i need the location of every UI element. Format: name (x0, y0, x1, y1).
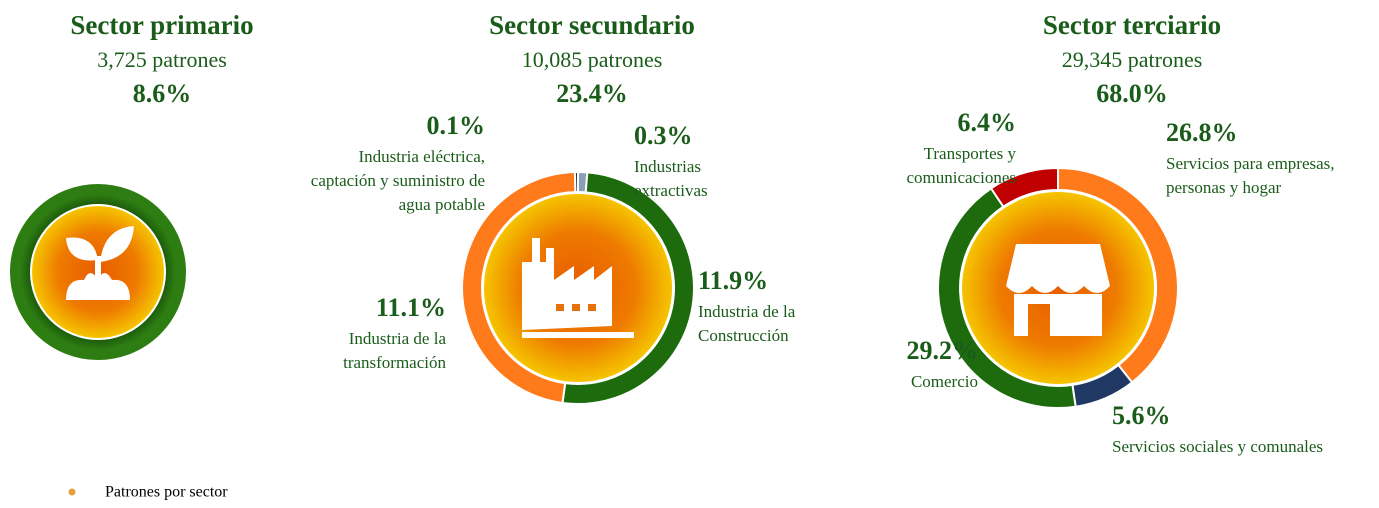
icon-shape (556, 304, 596, 311)
segment-label: Transportes y (924, 144, 1017, 163)
segment-percent: 5.6% (1112, 401, 1171, 430)
icon-shape (1006, 244, 1110, 293)
icon-shape (522, 332, 634, 338)
donut-chart (937, 166, 1179, 409)
segment-percent: 6.4% (958, 108, 1017, 137)
icon-shape (95, 256, 101, 286)
segment-percent: 29.2% (907, 336, 979, 365)
icon-shape (1006, 244, 1110, 336)
sector-share: 8.6% (133, 79, 192, 108)
sector-title: Sector terciario (1043, 10, 1221, 40)
legend-bullet (68, 488, 76, 496)
segment-percent: 0.3% (634, 121, 693, 150)
icon-shape (556, 304, 564, 311)
legend-label: Patrones por sector (105, 484, 228, 501)
icon-shape (522, 238, 634, 338)
segment-percent: 26.8% (1166, 118, 1238, 147)
sector-subtitle: 10,085 patrones (522, 47, 663, 72)
segment-label: Servicios para empresas, (1166, 154, 1335, 173)
icon-shape (66, 237, 98, 261)
ring (10, 184, 186, 360)
sector-icon (66, 226, 134, 300)
segment-label: personas y hogar (1166, 178, 1282, 197)
segment-label: Comercio (911, 372, 978, 391)
icon-shape (588, 304, 596, 311)
icon-shape (1014, 294, 1102, 336)
donut-chart (10, 184, 186, 360)
icon-shape (66, 226, 134, 300)
segment-label: Industria de la (349, 329, 447, 348)
sector-subtitle: 29,345 patrones (1062, 47, 1203, 72)
sector-title: Sector secundario (489, 10, 695, 40)
segment-label: Industria eléctrica, (359, 147, 486, 166)
segment-label: agua potable (399, 195, 485, 214)
inner-disc (962, 192, 1154, 384)
sector-share: 68.0% (1096, 79, 1168, 108)
sector-title: Sector primario (70, 10, 253, 40)
donut-segment (573, 170, 579, 194)
segment-label: captación y suministro de (311, 171, 485, 190)
segment-percent: 0.1% (427, 111, 486, 140)
sector-share: 23.4% (556, 79, 628, 108)
icon-shape (572, 304, 580, 311)
segment-label: Construcción (698, 326, 789, 345)
segment-percent: 11.9% (698, 266, 768, 295)
sector-subtitle: 3,725 patrones (97, 47, 227, 72)
segment-percent: 11.1% (376, 293, 446, 322)
donut-chart (461, 170, 695, 405)
segment-label: Servicios sociales y comunales (1112, 437, 1323, 456)
segment-label: transformación (343, 353, 446, 372)
segment-label: extractivas (634, 181, 708, 200)
icon-shape (66, 273, 130, 300)
sector-icon (1006, 244, 1110, 336)
segment-label: comunicaciones (906, 168, 1016, 187)
segment-label: Industrias (634, 157, 701, 176)
donut-segment (989, 166, 1059, 209)
segment-label: Industria de la (698, 302, 796, 321)
sector-icon (522, 238, 634, 338)
icon-shape (100, 226, 134, 262)
